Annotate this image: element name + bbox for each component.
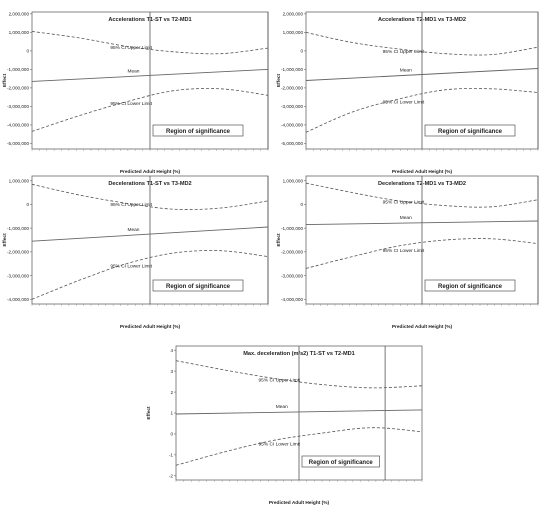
ci-lower-line <box>175 427 423 466</box>
series-label: 95% CI Lower Limit <box>110 263 152 269</box>
x-axis-label: Predicted Adult Height (%) <box>269 500 330 506</box>
y-axis-label: Effect <box>276 73 282 87</box>
y-tick-label: -4,000,000 <box>7 297 29 302</box>
y-tick-label: -4,000,000 <box>281 297 303 302</box>
region-label-box <box>152 124 244 137</box>
mean-line <box>305 68 539 81</box>
y-tick-label: -4,000,000 <box>281 123 303 128</box>
y-axis-label: Effect <box>2 73 8 87</box>
y-tick-label: -2,000,000 <box>7 250 29 255</box>
region-label-box <box>152 279 244 292</box>
y-tick-label: -5,000,000 <box>281 141 303 146</box>
series-label: 95% CI Upper Limit <box>110 202 152 208</box>
y-tick-label: -1,000,000 <box>281 226 303 231</box>
y-tick-label: 1 <box>170 411 173 416</box>
ci-lower-line <box>305 88 539 133</box>
x-axis-label: Predicted Adult Height (%) <box>120 169 181 175</box>
mean-line <box>305 220 539 226</box>
y-tick-label: -3,000,000 <box>281 104 303 109</box>
region-label: Region of significance <box>166 284 231 290</box>
y-tick-label: 2,000,000 <box>283 12 304 17</box>
y-tick-label: -2,000,000 <box>281 86 303 91</box>
y-tick-label: -2 <box>169 474 174 479</box>
y-tick-label: -2,000,000 <box>281 250 303 255</box>
x-axis-label: Predicted Adult Height (%) <box>392 324 453 330</box>
y-tick-label: 0 <box>300 49 303 54</box>
y-tick-label: 2 <box>170 390 173 395</box>
y-tick-label: 0 <box>26 49 29 54</box>
series-label: 95% CI Lower Limit <box>259 442 301 448</box>
series-label: 95% CI Upper Limit <box>259 377 301 383</box>
region-label: Region of significance <box>438 129 503 135</box>
region-label-box <box>424 279 516 292</box>
y-axis-label: Effect <box>276 233 282 247</box>
ci-upper-line <box>305 182 539 208</box>
region-label: Region of significance <box>166 129 231 135</box>
y-tick-label: 0 <box>300 202 303 207</box>
series-label: Mean <box>276 404 288 410</box>
series-label: Mean <box>400 215 412 221</box>
y-tick-label: 1,000,000 <box>283 178 304 183</box>
mean-line <box>31 226 269 242</box>
region-label: Region of significance <box>309 460 374 466</box>
mean-line <box>175 409 423 415</box>
y-tick-label: 4 <box>170 348 173 353</box>
y-tick-label: -1 <box>169 453 174 458</box>
ci-upper-line <box>31 183 269 210</box>
x-axis-label: Predicted Adult Height (%) <box>120 324 181 330</box>
series-label: 95% CI Lower Limit <box>383 99 425 105</box>
y-tick-label: -1,000,000 <box>281 67 303 72</box>
ci-lower-line <box>31 250 269 300</box>
y-tick-label: 0 <box>170 432 173 437</box>
y-tick-label: -4,000,000 <box>7 123 29 128</box>
ci-lower-line <box>31 88 269 132</box>
y-tick-label: 1,000,000 <box>283 30 304 35</box>
series-label: 95% CI Lower Limit <box>110 101 152 107</box>
y-tick-label: -3,000,000 <box>7 273 29 278</box>
ci-upper-line <box>305 32 539 56</box>
ci-upper-line <box>175 360 423 389</box>
region-label: Region of significance <box>438 284 503 290</box>
y-tick-label: -3,000,000 <box>281 273 303 278</box>
mean-line <box>31 68 269 82</box>
x-axis-label: Predicted Adult Height (%) <box>392 169 453 175</box>
y-tick-label: -3,000,000 <box>7 104 29 109</box>
y-tick-label: -5,000,000 <box>7 141 29 146</box>
y-tick-label: 2,000,000 <box>9 12 30 17</box>
y-tick-label: 3 <box>170 369 173 374</box>
series-label: Mean <box>127 227 139 233</box>
series-label: Mean <box>400 67 412 73</box>
y-tick-label: -1,000,000 <box>7 226 29 231</box>
y-tick-label: -2,000,000 <box>7 86 29 91</box>
series-label: 95% CI Upper Limit <box>110 45 152 51</box>
y-axis-label: Effect <box>146 406 152 420</box>
series-label: 95% CI Upper Limit <box>383 200 425 206</box>
series-label: 95% CI Upper Limit <box>383 49 425 55</box>
y-axis-label: Effect <box>2 233 8 247</box>
y-tick-label: -1,000,000 <box>7 67 29 72</box>
y-tick-label: 1,000,000 <box>9 30 30 35</box>
y-tick-label: 1,000,000 <box>9 178 30 183</box>
y-tick-label: 0 <box>26 202 29 207</box>
series-label: Mean <box>127 68 139 74</box>
region-label-box <box>424 124 516 137</box>
series-label: 95% CI Lower Limit <box>383 248 425 254</box>
region-label-box <box>301 455 380 468</box>
